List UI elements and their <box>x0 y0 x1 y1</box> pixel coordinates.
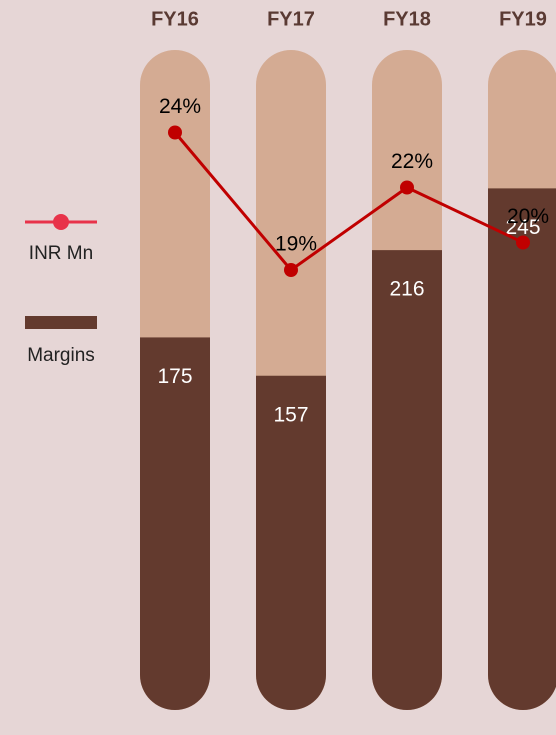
bar <box>372 250 442 710</box>
line-value-label: 22% <box>391 150 433 173</box>
bar <box>256 375 326 710</box>
line-value-label: 19% <box>275 233 317 256</box>
line-value-label: 24% <box>159 95 201 118</box>
x-tick-label: FY18 <box>383 8 431 30</box>
legend-marker <box>53 214 69 230</box>
x-tick-label: FY17 <box>267 8 315 30</box>
x-tick-label: FY16 <box>151 8 199 30</box>
x-tick-label: FY19 <box>499 8 547 30</box>
line <box>173 131 524 273</box>
line-marker <box>168 125 182 140</box>
line-marker <box>400 180 414 195</box>
bar-value-label: 175 <box>157 365 192 388</box>
line-marker <box>516 235 530 250</box>
legend-swatch <box>25 316 97 329</box>
bar-value-label: 216 <box>389 278 424 301</box>
line-marker <box>284 263 298 277</box>
line-value-label: 20% <box>507 205 549 228</box>
bar <box>140 337 210 710</box>
legend-label: Margins <box>27 345 95 366</box>
bar-value-label: 245 <box>505 216 540 239</box>
bar-value-label: 157 <box>273 403 308 426</box>
bar <box>488 188 556 710</box>
legend-label: INR Mn <box>29 243 93 264</box>
